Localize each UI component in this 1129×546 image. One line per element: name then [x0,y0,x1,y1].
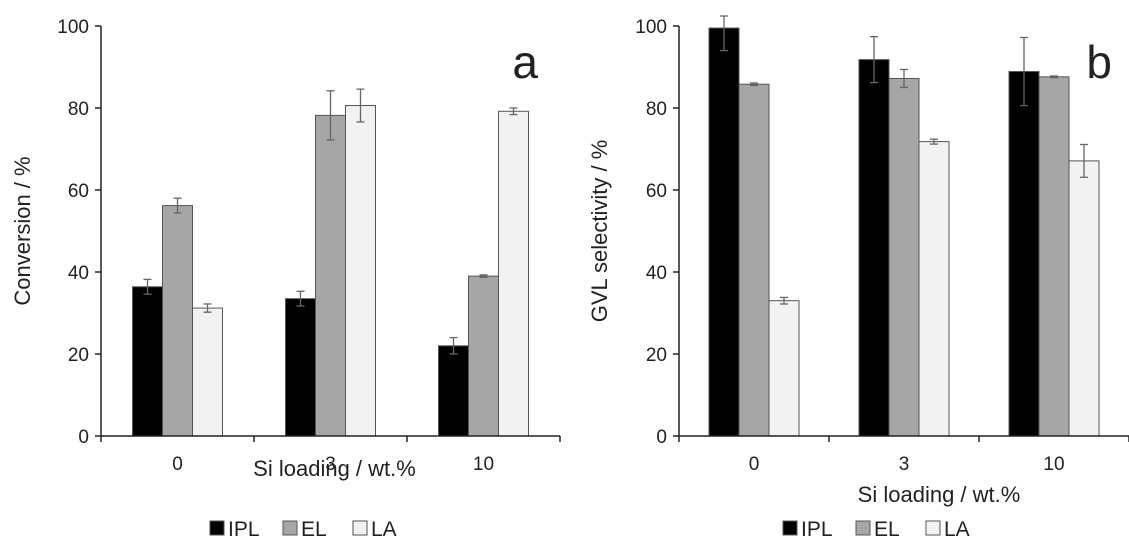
panel-a-chart [95,25,561,536]
panel-b-bar-la-3 [918,141,950,437]
panel-a-y-tick-label: 40 [68,263,89,284]
panel-b-legend-label-ipl: IPL [801,518,833,541]
panel-a-legend-swatch-el [282,520,298,536]
panel-b-bar-ipl-0 [708,27,740,437]
panel-b-panel-letter: b [1086,36,1112,88]
panel-a-bar-ipl-10 [438,345,469,437]
panel-a-x-tick-label: 3 [325,454,336,475]
panel-b-bar-la-0 [768,300,800,437]
panel-a-bar-el-10 [468,275,499,437]
panel-b-x-axis-title: Si loading / wt.% [858,482,1021,507]
panel-b-bar-el-0 [738,83,770,437]
panel-b-legend-label-la: LA [944,518,970,541]
panel-b-legend-swatch-ipl [782,520,798,536]
panel-b-x-tick-label: 3 [899,454,910,475]
panel-a-legend-swatch-la [352,520,368,536]
panel-a-panel-letter: a [512,36,538,88]
panel-a-legend-swatch-ipl [209,520,225,536]
panel-a-x-axis-title: Si loading / wt.% [253,456,416,481]
panel-a-bar-ipl-0 [132,286,163,437]
panel-b-legend-swatch-el [855,520,871,536]
panel-a-y-tick-label: 20 [68,345,89,366]
panel-b-y-axis-title: GVL selectivity / % [587,140,612,323]
panel-a-y-tick-label: 0 [78,427,89,448]
panel-b-y-tick-label: 80 [646,99,667,120]
panel-b-chart [673,15,1129,536]
panel-b-bar-el-10 [1038,76,1070,437]
panel-a-x-tick-label: 10 [473,454,494,475]
panel-a-legend-label-la: LA [371,518,397,541]
panel-a-x-tick-label: 0 [172,454,183,475]
panel-a-bar-la-3 [345,105,376,437]
panel-b-bar-ipl-3 [858,59,890,437]
panel-a-bar-el-3 [315,114,346,437]
panel-a-bar-el-0 [162,205,193,437]
panel-b-y-tick-label: 20 [646,345,667,366]
panel-a-y-tick-label: 80 [68,99,89,120]
panel-a-y-axis-title: Conversion / % [10,156,35,305]
panel-b-y-tick-label: 60 [646,181,667,202]
panel-b-legend-swatch-la [925,520,941,536]
panel-b-bar-ipl-10 [1008,71,1040,437]
panel-a-bar-la-0 [192,307,223,437]
panel-a-bar-la-10 [498,110,529,437]
panel-a-y-tick-label: 60 [68,181,89,202]
panel-b-y-tick-label: 100 [635,17,667,38]
panel-a-legend-label-ipl: IPL [228,518,260,541]
panel-b-y-tick-label: 40 [646,263,667,284]
panel-b-x-tick-label: 0 [749,454,760,475]
panel-a-bar-ipl-3 [285,298,316,437]
panel-b-x-tick-label: 10 [1043,454,1064,475]
panel-a-y-tick-label: 100 [57,17,89,38]
panel-b-legend-label-el: EL [874,518,900,541]
panel-b-y-tick-label: 0 [656,427,667,448]
panel-b-bar-la-10 [1068,160,1100,437]
panel-a-legend-label-el: EL [301,518,327,541]
panel-b-bar-el-3 [888,77,920,437]
